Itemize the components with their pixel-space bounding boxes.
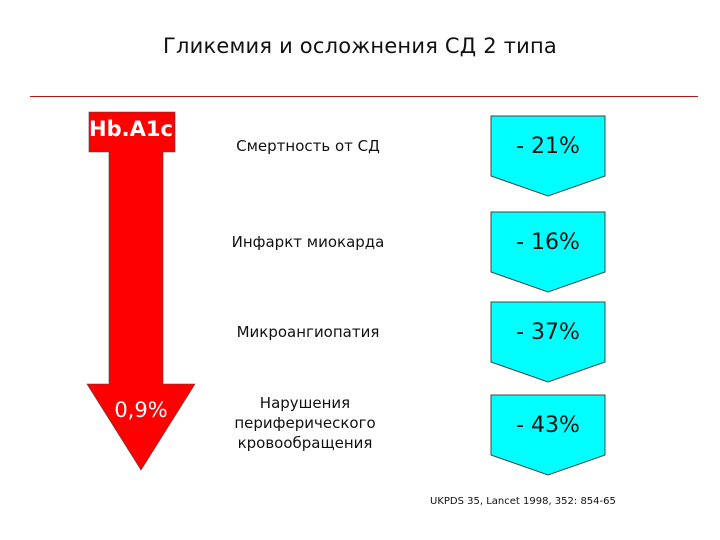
- outcome-value-microangiopathy: - 37%: [516, 320, 580, 345]
- source-citation: UKPDS 35, Lancet 1998, 352: 854-65: [430, 496, 616, 507]
- outcome-badge-microangiopathy: - 37%: [489, 300, 607, 384]
- title-divider: [30, 96, 698, 97]
- hba1c-reduction-label: 0,9%: [114, 398, 168, 422]
- slide-title: Гликемия и осложнения СД 2 типа: [163, 34, 557, 58]
- outcome-label-infarction: Инфаркт миокарда: [231, 233, 385, 251]
- outcome-label-mortality: Смертность от СД: [236, 137, 380, 155]
- outcome-value-infarction: - 16%: [516, 230, 580, 255]
- outcome-badge-mortality: - 21%: [489, 114, 607, 198]
- outcome-value-mortality: - 21%: [516, 134, 580, 159]
- outcome-badge-infarction: - 16%: [489, 210, 607, 294]
- outcome-badge-peripheral: - 43%: [489, 393, 607, 477]
- arrow-shape: [86, 111, 196, 471]
- hba1c-label: Hb.A1c: [89, 117, 173, 141]
- outcome-label-peripheral: Нарушения периферического кровообращения: [234, 394, 376, 452]
- outcome-value-peripheral: - 43%: [516, 413, 580, 438]
- outcome-label-microangiopathy: Микроангиопатия: [236, 323, 380, 341]
